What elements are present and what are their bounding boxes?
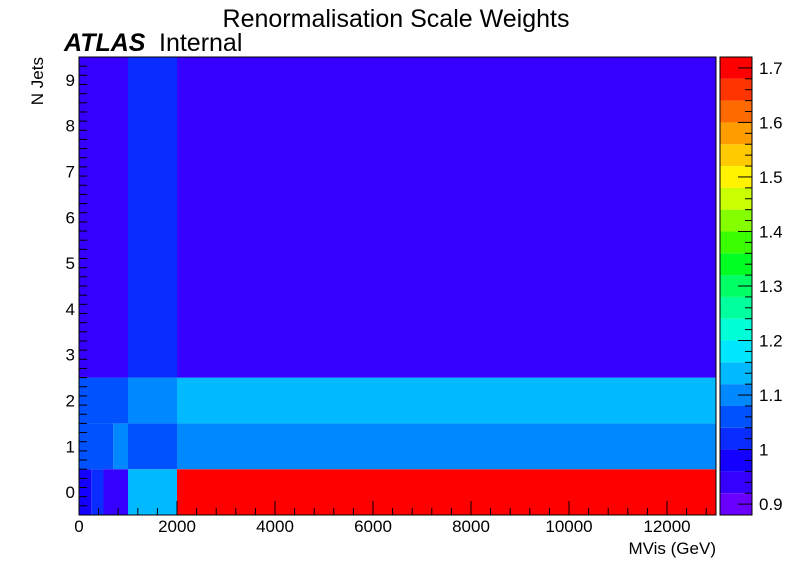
y-tick-label: 2 — [66, 392, 75, 411]
palette-swatch — [720, 318, 752, 341]
z-tick-label: 1.5 — [759, 168, 783, 187]
z-tick-label: 1.4 — [759, 222, 783, 241]
x-axis: 0 2000 4000 6000 8000 10000 12000 — [74, 501, 707, 536]
heatmap-cell-7 — [128, 423, 177, 470]
y-tick-label: 7 — [66, 163, 75, 182]
y-tick-label: 1 — [66, 437, 75, 456]
heatmap-cell-8 — [177, 423, 716, 470]
heatmap-cell-2 — [103, 469, 128, 515]
palette-swatch — [720, 405, 752, 428]
palette-swatch — [720, 449, 752, 472]
y-tick-label: 3 — [66, 346, 75, 365]
color-palette — [720, 57, 752, 515]
heatmap-cell-5 — [79, 423, 114, 470]
x-tick-label: 0 — [74, 517, 83, 536]
y-tick-label: 8 — [66, 117, 75, 136]
heatmap-cell-3 — [128, 469, 177, 515]
palette-swatch — [720, 57, 752, 79]
x-tick-label: 6000 — [354, 517, 392, 536]
palette-swatch — [720, 471, 752, 494]
palette-swatch — [720, 231, 752, 254]
y-tick-label: 6 — [66, 208, 75, 227]
heatmap-cell-1 — [91, 469, 104, 515]
palette-swatch — [720, 122, 752, 145]
x-tick-label: 2000 — [158, 517, 196, 536]
internal-label: Internal — [159, 29, 242, 57]
palette-swatch — [720, 187, 752, 210]
heatmap-cell-0 — [79, 469, 92, 515]
heatmap-cells — [79, 57, 716, 515]
x-tick-label: 12000 — [643, 517, 690, 536]
palette-swatch — [720, 340, 752, 363]
heatmap-cell-10 — [128, 377, 177, 424]
palette-swatch — [720, 78, 752, 101]
palette-swatch — [720, 362, 752, 385]
z-tick-label: 1.7 — [759, 59, 783, 78]
palette-swatch — [720, 253, 752, 276]
heatmap-cell-12 — [79, 57, 128, 378]
heatmap-cell-14 — [177, 57, 716, 378]
y-tick-label: 5 — [66, 254, 75, 273]
z-tick-label: 1.2 — [759, 332, 783, 351]
heatmap-cell-6 — [113, 423, 128, 470]
y-axis: 0 1 2 3 4 5 6 7 8 9 — [66, 56, 87, 516]
palette-swatch — [720, 275, 752, 297]
palette-swatch — [720, 384, 752, 406]
atlas-label: ATLAS — [63, 29, 146, 57]
chart-title: Renormalisation Scale Weights — [223, 5, 570, 33]
z-tick-label: 0.9 — [759, 495, 783, 514]
x-tick-label: 10000 — [545, 517, 592, 536]
palette-swatch — [720, 144, 752, 167]
palette-swatch — [720, 209, 752, 232]
z-tick-label: 1 — [759, 441, 768, 460]
x-axis-label: MVis (GeV) — [628, 539, 716, 558]
z-tick-label: 1.3 — [759, 277, 783, 296]
z-tick-label: 1.6 — [759, 113, 783, 132]
color-axis: 0.9 1 1.1 1.2 1.3 1.4 1.5 1.6 1.7 — [738, 56, 783, 514]
palette-swatch — [720, 100, 752, 123]
palette-swatch — [720, 296, 752, 319]
y-axis-label: N Jets — [28, 57, 47, 105]
z-tick-label: 1.1 — [759, 386, 783, 405]
heatmap-cell-4 — [177, 469, 716, 515]
y-tick-label: 9 — [66, 71, 75, 90]
palette-swatch — [720, 166, 752, 188]
y-tick-label: 0 — [66, 483, 75, 502]
x-tick-label: 8000 — [452, 517, 490, 536]
heatmap-cell-9 — [79, 377, 128, 424]
palette-swatch — [720, 427, 752, 450]
heatmap-cell-13 — [128, 57, 177, 378]
palette-swatch — [720, 493, 752, 515]
heatmap-cell-11 — [177, 377, 716, 424]
x-tick-label: 4000 — [256, 517, 294, 536]
y-tick-label: 4 — [66, 300, 75, 319]
